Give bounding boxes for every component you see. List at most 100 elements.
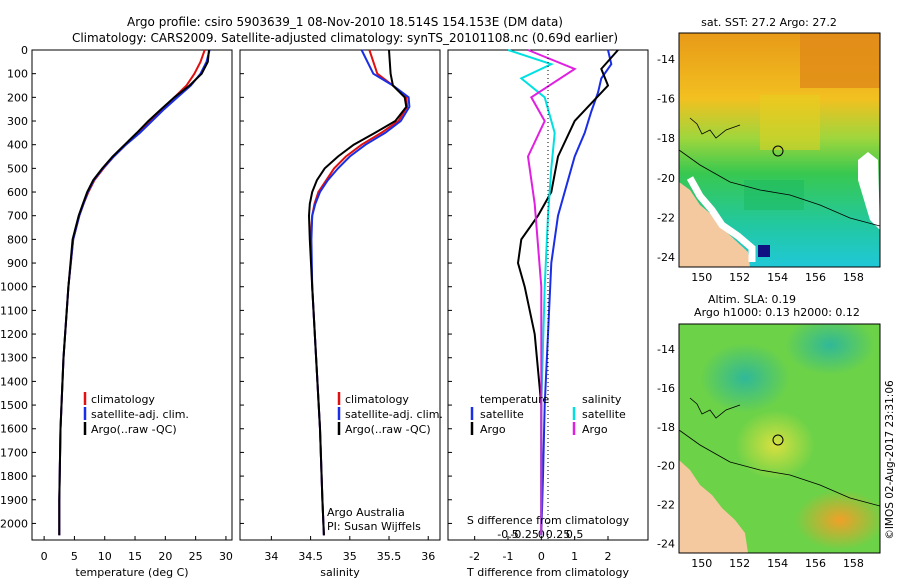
salinity-legend: climatology satellite-adj. clim. Argo(..… bbox=[337, 392, 443, 436]
y-tick-label: 600 bbox=[7, 186, 28, 199]
legend-header-salinity: salinity bbox=[582, 393, 622, 406]
sst-map-frame bbox=[678, 32, 881, 268]
s-tick-label: -0.25 bbox=[510, 528, 538, 541]
salinity-xlabel: salinity bbox=[320, 566, 360, 579]
sst-map-title: sat. SST: 27.2 Argo: 27.2 bbox=[701, 16, 837, 29]
x-tick-label: 0 bbox=[538, 550, 545, 563]
x-tick-label: 36 bbox=[421, 550, 435, 563]
s-tick-label: 0.25 bbox=[546, 528, 571, 541]
series-salinity-satellite bbox=[507, 49, 556, 536]
series-temperature-satellite bbox=[540, 49, 613, 536]
legend-header-temperature: temperature bbox=[480, 393, 549, 406]
sla-mid bbox=[735, 410, 815, 480]
sst-map: sat. SST: 27.2 Argo: 27.2 bbox=[678, 16, 881, 268]
y-tick-label: 2000 bbox=[0, 517, 28, 530]
y-tick-label: 200 bbox=[7, 91, 28, 104]
x-tick-label: 10 bbox=[98, 550, 112, 563]
map-y-tick-label: -22 bbox=[657, 498, 675, 511]
x-tick-label: 2 bbox=[605, 550, 612, 563]
y-tick-label: 1200 bbox=[0, 328, 28, 341]
map-y-tick-label: -14 bbox=[657, 53, 675, 66]
map-y-tick-label: -18 bbox=[657, 132, 675, 145]
legend-satellite: satellite-adj. clim. bbox=[91, 408, 189, 421]
y-tick-label: 1400 bbox=[0, 375, 28, 388]
sst-cool-patch bbox=[744, 180, 804, 210]
sla-low-1 bbox=[700, 343, 790, 413]
temperature-legend: climatology satellite-adj. clim. Argo(..… bbox=[83, 392, 189, 436]
argo-position-marker bbox=[772, 145, 784, 157]
map-y-tick-label: -24 bbox=[657, 251, 675, 264]
imos-timestamp: ©IMOS 02-Aug-2017 23:31:06 bbox=[884, 380, 896, 540]
difference-legend: temperature salinity satellite Argo sate… bbox=[470, 393, 626, 436]
credit-line-1: Argo Australia bbox=[327, 506, 405, 519]
map-x-tick-label: 152 bbox=[729, 557, 750, 570]
map-x-tick-label: 156 bbox=[805, 271, 826, 284]
sla-title-1: Altim. SLA: 0.19 bbox=[708, 293, 796, 306]
s-tick-label: -0.5 bbox=[497, 528, 518, 541]
map-y-tick-label: -16 bbox=[657, 92, 675, 105]
y-tick-label: 100 bbox=[7, 68, 28, 81]
axis-ticks: 0 5 10 15 20 25 300100200300400500600700800900… bbox=[0, 44, 864, 570]
map-x-tick-label: 152 bbox=[729, 271, 750, 284]
y-tick-label: 1800 bbox=[0, 470, 28, 483]
difference-xlabel: T difference from climatology bbox=[466, 566, 629, 579]
salinity-panel bbox=[239, 49, 441, 541]
map-x-tick-label: 156 bbox=[805, 557, 826, 570]
y-tick-label: 500 bbox=[7, 162, 28, 175]
map-x-tick-label: 154 bbox=[767, 271, 788, 284]
difference-xlabel-top: S difference from climatology bbox=[467, 514, 630, 527]
x-tick-label: 34 bbox=[264, 550, 278, 563]
x-tick-label: 30 bbox=[219, 550, 233, 563]
map-y-tick-label: -20 bbox=[657, 460, 675, 473]
sst-deep-patch bbox=[758, 245, 770, 257]
sla-title-2: Argo h1000: 0.13 h2000: 0.12 bbox=[694, 306, 860, 319]
x-tick-label: 5 bbox=[71, 550, 78, 563]
sla-low-2 bbox=[785, 324, 875, 375]
y-tick-label: 800 bbox=[7, 233, 28, 246]
y-tick-label: 1100 bbox=[0, 304, 28, 317]
credit-line-2: PI: Susan Wijffels bbox=[327, 520, 421, 533]
sst-isobath bbox=[679, 149, 880, 227]
sst-masked-coast bbox=[686, 176, 756, 262]
s-tick-label: 0.5 bbox=[566, 528, 584, 541]
temperature-xlabel: temperature (deg C) bbox=[75, 566, 188, 579]
map-y-tick-label: -16 bbox=[657, 382, 675, 395]
x-tick-label: 15 bbox=[128, 550, 142, 563]
sla-isobath bbox=[679, 429, 880, 507]
map-y-tick-label: -14 bbox=[657, 343, 675, 356]
y-tick-label: 400 bbox=[7, 139, 28, 152]
x-tick-label: 20 bbox=[158, 550, 172, 563]
x-tick-label: 34.5 bbox=[298, 550, 323, 563]
map-y-tick-label: -20 bbox=[657, 172, 675, 185]
series-temperature-argo bbox=[516, 49, 619, 536]
map-y-tick-label: -24 bbox=[657, 537, 675, 550]
legend-climatology: climatology bbox=[91, 393, 155, 406]
coast-landmass bbox=[679, 182, 750, 267]
x-tick-label: 25 bbox=[189, 550, 203, 563]
legend-argo: Argo(..raw -QC) bbox=[345, 423, 431, 436]
series-argo-raw-qc- bbox=[58, 49, 210, 536]
y-tick-label: 1900 bbox=[0, 494, 28, 507]
sla-map-frame bbox=[678, 323, 881, 554]
y-tick-label: 1000 bbox=[0, 281, 28, 294]
series-climatology bbox=[58, 49, 206, 536]
sla-map: Altim. SLA: 0.19 Argo h1000: 0.13 h2000:… bbox=[678, 293, 881, 554]
map-x-tick-label: 150 bbox=[691, 557, 712, 570]
legend-climatology: climatology bbox=[345, 393, 409, 406]
x-tick-label: 0 bbox=[41, 550, 48, 563]
series-salinity-argo bbox=[526, 49, 577, 536]
map-x-tick-label: 158 bbox=[843, 271, 864, 284]
map-x-tick-label: 154 bbox=[767, 557, 788, 570]
y-tick-label: 1600 bbox=[0, 423, 28, 436]
map-y-tick-label: -18 bbox=[657, 421, 675, 434]
temperature-panel bbox=[31, 49, 233, 541]
y-tick-label: 700 bbox=[7, 210, 28, 223]
title-line-1: Argo profile: csiro 5903639_1 08-Nov-201… bbox=[127, 15, 563, 29]
title-line-2: Climatology: CARS2009. Satellite-adjuste… bbox=[72, 31, 618, 45]
coast-landmass bbox=[679, 460, 748, 553]
sst-mid-patch bbox=[760, 95, 820, 150]
legend-temp-satellite: satellite bbox=[480, 408, 524, 421]
y-tick-label: 1300 bbox=[0, 352, 28, 365]
y-tick-label: 0 bbox=[21, 44, 28, 57]
